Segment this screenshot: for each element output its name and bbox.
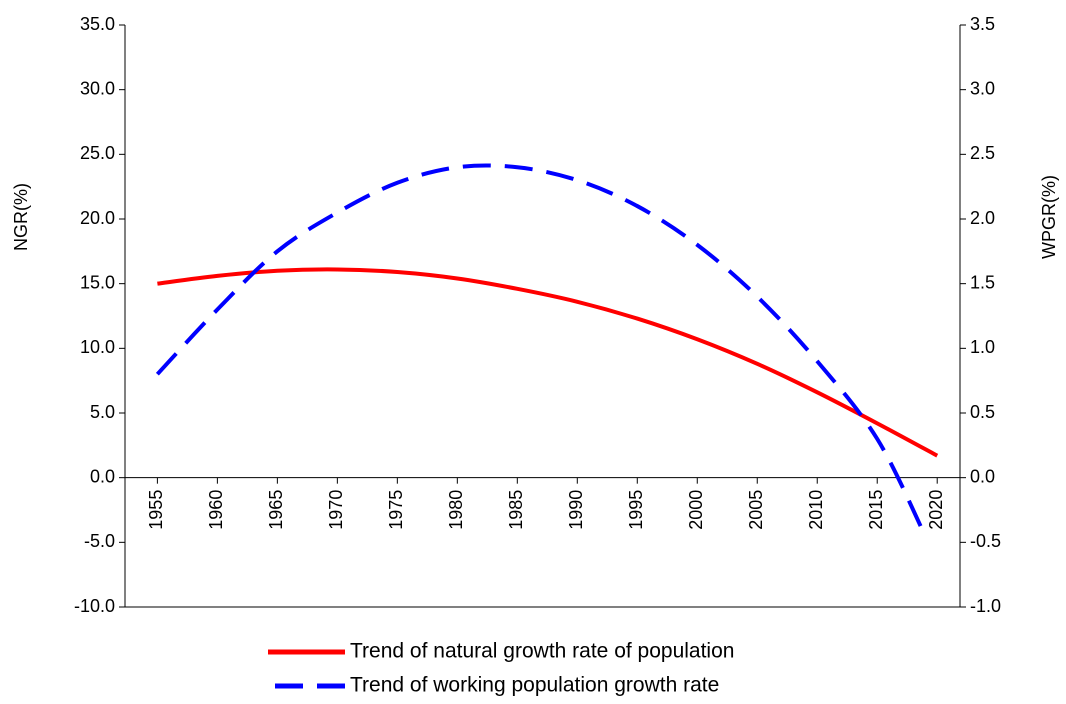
y-tick-label: 10.0 [80,337,115,357]
y-tick-label: 0.0 [90,466,115,486]
y2-tick-label: 3.5 [970,14,995,34]
x-tick-label: 1955 [146,490,166,530]
x-tick-label: 1965 [266,490,286,530]
x-tick-label: 1985 [506,490,526,530]
y-tick-label: -10.0 [74,596,115,616]
x-tick-label: 2005 [746,490,766,530]
x-tick-label: 1980 [446,490,466,530]
y-tick-label: 15.0 [80,272,115,292]
y2-tick-label: 2.0 [970,208,995,228]
y-tick-label: 25.0 [80,143,115,163]
x-tick-label: 2015 [866,490,886,530]
x-tick-label: 1995 [626,490,646,530]
x-tick-label: 1990 [566,490,586,530]
y-tick-label: 5.0 [90,402,115,422]
x-tick-label: 1975 [386,490,406,530]
y-tick-label: -5.0 [84,531,115,551]
y2-tick-label: -0.5 [970,531,1001,551]
y2-tick-label: 0.5 [970,402,995,422]
y2-tick-label: 1.0 [970,337,995,357]
y-tick-label: 20.0 [80,208,115,228]
y-tick-label: 35.0 [80,14,115,34]
y2-tick-label: -1.0 [970,596,1001,616]
x-tick-label: 2020 [926,490,946,530]
legend-label: Trend of natural growth rate of populati… [350,640,734,663]
data-line [157,267,939,458]
y2-axis-title: WPGR(%) [1039,175,1059,259]
x-tick-label: 1970 [326,490,346,530]
y-tick-label: 30.0 [80,78,115,98]
y2-tick-label: 1.5 [970,272,995,292]
y2-tick-label: 2.5 [970,143,995,163]
x-tick-label: 2000 [686,490,706,530]
y2-tick-label: 0.0 [970,466,995,486]
data-line [155,163,928,537]
x-tick-label: 1960 [206,490,226,530]
legend-label: Trend of working population growth rate [350,674,719,697]
y2-tick-label: 3.0 [970,78,995,98]
y-axis-title: NGR(%) [11,183,31,251]
x-tick-label: 2010 [806,490,826,530]
